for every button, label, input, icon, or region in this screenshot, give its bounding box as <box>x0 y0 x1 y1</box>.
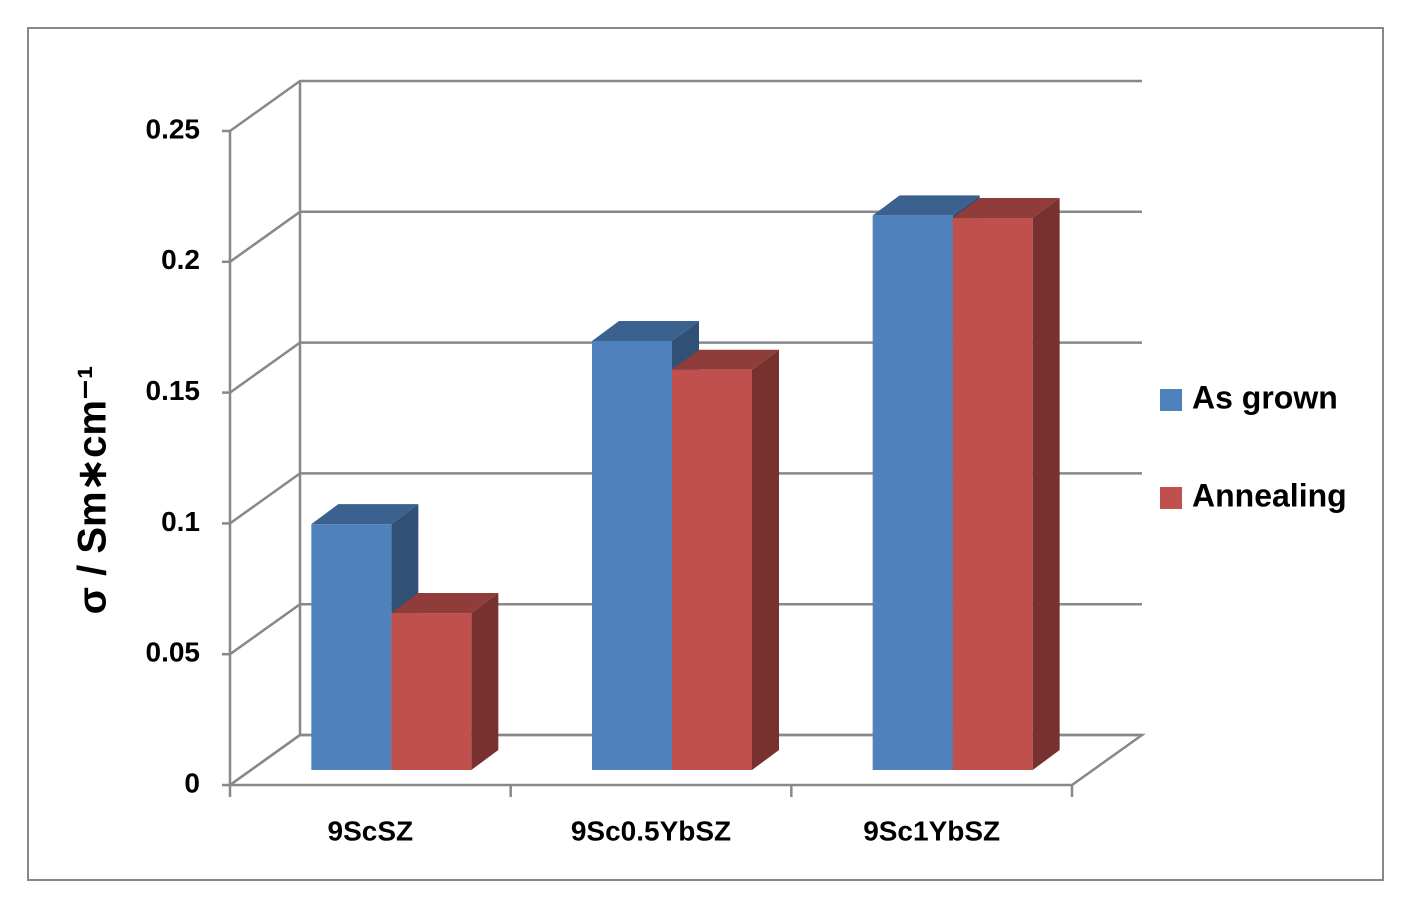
legend-label: As grown <box>1192 379 1338 415</box>
grid-line <box>229 733 1142 787</box>
bar <box>592 340 672 770</box>
x-tick-label: 9ScSZ <box>328 815 414 846</box>
bar <box>872 215 953 770</box>
bar-top <box>872 195 980 216</box>
bar <box>952 218 1033 771</box>
bar <box>391 613 472 770</box>
y-tick-label: 0.15 <box>146 375 201 406</box>
grid-line <box>229 472 1142 525</box>
bar-side <box>471 593 499 770</box>
bar-top <box>672 349 779 370</box>
grid-line <box>229 341 1142 394</box>
y-tick-label: 0 <box>184 767 200 798</box>
bar-top <box>391 593 499 614</box>
bar-top <box>952 198 1060 219</box>
bar-top <box>592 320 699 341</box>
grid-line <box>229 602 1142 656</box>
bar <box>672 369 752 770</box>
x-tick-label: 9Sc0.5YbSZ <box>571 815 731 846</box>
bar <box>311 524 392 770</box>
legend-label: Annealing <box>1192 477 1347 513</box>
bar-top <box>311 504 419 525</box>
y-tick-label: 0.2 <box>161 244 200 275</box>
y-tick-label: 0.05 <box>146 637 201 668</box>
bar-side <box>1032 198 1060 771</box>
x-tick-label: 9Sc1YbSZ <box>863 815 1000 846</box>
grid-line <box>229 210 1142 263</box>
y-tick-label: 0.25 <box>146 113 201 144</box>
y-tick-label: 0.1 <box>161 506 200 537</box>
bar-side <box>752 349 779 770</box>
grid-line <box>229 79 1142 133</box>
legend-swatch <box>1160 389 1182 411</box>
y-axis-title: σ / Sm∗cm⁻¹ <box>71 366 115 615</box>
legend-swatch <box>1160 487 1182 509</box>
